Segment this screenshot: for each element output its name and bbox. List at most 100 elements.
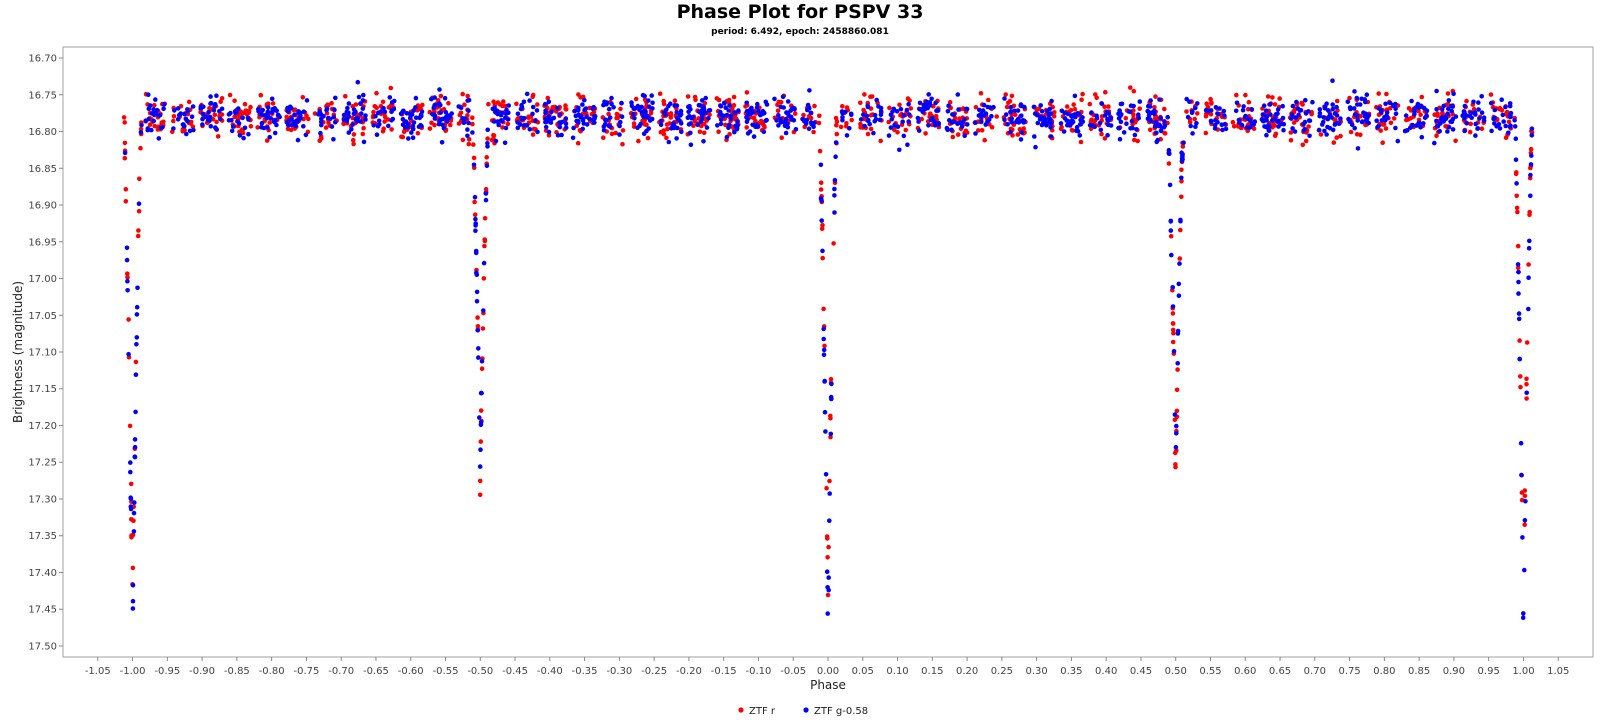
- data-point-ztf-g: [237, 133, 243, 138]
- data-point-ztf-r: [1021, 126, 1026, 131]
- x-tick-label: 0.10: [886, 666, 908, 677]
- data-point-ztf-g: [1009, 119, 1015, 125]
- data-point-ztf-r: [484, 155, 490, 160]
- data-point-ztf-g: [915, 115, 921, 121]
- data-point-ztf-r: [545, 95, 551, 101]
- data-point-ztf-r: [775, 108, 781, 113]
- data-point-ztf-g: [1022, 104, 1027, 110]
- data-point-ztf-r: [1235, 124, 1241, 129]
- data-point-ztf-r: [489, 137, 495, 143]
- data-point-ztf-g: [1322, 128, 1327, 134]
- data-point-ztf-g: [1391, 103, 1396, 109]
- data-point-ztf-g: [341, 112, 347, 118]
- data-point-ztf-r: [824, 534, 830, 539]
- data-point-ztf-g: [823, 429, 828, 434]
- data-point-ztf-r: [180, 129, 186, 134]
- y-tick-label: 16.85: [28, 164, 57, 175]
- data-point-ztf-r: [844, 121, 849, 126]
- data-point-ztf-g: [559, 132, 564, 138]
- data-points: [121, 78, 1535, 620]
- data-point-ztf-g: [363, 113, 368, 118]
- data-point-ztf-r: [1468, 121, 1473, 127]
- data-point-ztf-g: [751, 110, 756, 115]
- data-point-ztf-g: [502, 140, 508, 146]
- data-point-ztf-g: [1352, 125, 1357, 131]
- data-point-ztf-r: [470, 121, 475, 127]
- data-point-ztf-g: [481, 260, 487, 266]
- data-point-ztf-g: [563, 121, 569, 126]
- data-point-ztf-g: [527, 98, 532, 103]
- data-point-ztf-r: [1515, 209, 1520, 215]
- data-point-ztf-g: [217, 108, 222, 114]
- data-point-ztf-g: [1173, 444, 1179, 450]
- data-point-ztf-g: [936, 122, 941, 127]
- data-point-ztf-g: [478, 390, 484, 396]
- data-point-ztf-r: [1153, 94, 1158, 99]
- data-point-ztf-g: [206, 109, 211, 115]
- data-point-ztf-g: [736, 108, 741, 113]
- data-point-ztf-g: [1464, 121, 1470, 126]
- data-point-ztf-g: [1009, 116, 1014, 122]
- data-point-ztf-g: [1259, 117, 1265, 122]
- x-tick-label: -0.15: [711, 666, 737, 677]
- data-point-ztf-r: [808, 115, 814, 121]
- data-point-ztf-r: [692, 94, 698, 100]
- data-point-ztf-g: [1177, 261, 1182, 266]
- data-point-ztf-g: [563, 125, 569, 130]
- data-point-ztf-g: [584, 114, 589, 120]
- data-point-ztf-g: [890, 109, 895, 114]
- data-point-ztf-r: [576, 92, 581, 97]
- data-point-ztf-r: [620, 128, 626, 133]
- x-tick-label: 0.55: [1199, 666, 1221, 677]
- legend-marker-ztf-g: [803, 707, 809, 713]
- data-point-ztf-g: [1105, 133, 1110, 138]
- data-point-ztf-g: [1129, 118, 1135, 124]
- data-point-ztf-r: [994, 114, 999, 119]
- data-point-ztf-g: [134, 342, 139, 347]
- data-point-ztf-g: [1032, 111, 1038, 116]
- data-point-ztf-g: [1395, 138, 1401, 144]
- data-point-ztf-g: [1162, 123, 1168, 129]
- data-point-ztf-g: [609, 95, 614, 101]
- x-tick-label: 0.05: [852, 666, 874, 677]
- data-point-ztf-g: [811, 124, 816, 130]
- data-point-ztf-g: [780, 94, 786, 99]
- data-point-ztf-r: [834, 122, 839, 128]
- data-point-ztf-r: [1162, 131, 1168, 136]
- data-point-ztf-r: [341, 121, 347, 127]
- data-point-ztf-r: [1303, 138, 1309, 144]
- data-point-ztf-g: [619, 100, 624, 106]
- data-point-ztf-g: [1281, 127, 1286, 133]
- data-point-ztf-r: [1137, 106, 1142, 111]
- data-point-ztf-g: [185, 119, 190, 124]
- data-point-ztf-g: [413, 95, 419, 101]
- x-tick-label: 0.95: [1478, 666, 1500, 677]
- data-point-ztf-g: [1293, 115, 1298, 121]
- data-point-ztf-g: [563, 116, 569, 121]
- data-point-ztf-g: [1290, 126, 1295, 131]
- data-point-ztf-r: [472, 212, 478, 217]
- data-point-ztf-g: [1499, 97, 1504, 102]
- data-point-ztf-g: [664, 107, 669, 112]
- data-point-ztf-r: [1102, 104, 1107, 109]
- data-point-ztf-g: [301, 124, 306, 129]
- data-point-ztf-r: [1273, 131, 1279, 137]
- data-point-ztf-g: [1267, 102, 1273, 107]
- data-point-ztf-g: [208, 100, 214, 106]
- data-point-ztf-g: [889, 116, 895, 122]
- data-point-ztf-g: [674, 103, 680, 108]
- data-point-ztf-g: [1387, 100, 1393, 106]
- data-point-ztf-g: [1146, 109, 1151, 115]
- data-point-ztf-r: [731, 103, 737, 108]
- data-point-ztf-r: [1517, 338, 1522, 343]
- data-point-ztf-g: [981, 102, 987, 108]
- data-point-ztf-g: [1320, 122, 1325, 127]
- data-point-ztf-g: [151, 107, 156, 112]
- data-point-ztf-r: [122, 140, 128, 146]
- data-point-ztf-g: [1067, 123, 1073, 128]
- data-point-ztf-g: [171, 126, 176, 131]
- data-point-ztf-g: [389, 118, 394, 123]
- data-point-ztf-g: [410, 126, 416, 132]
- data-point-ztf-g: [1520, 615, 1526, 620]
- data-point-ztf-g: [1351, 106, 1357, 111]
